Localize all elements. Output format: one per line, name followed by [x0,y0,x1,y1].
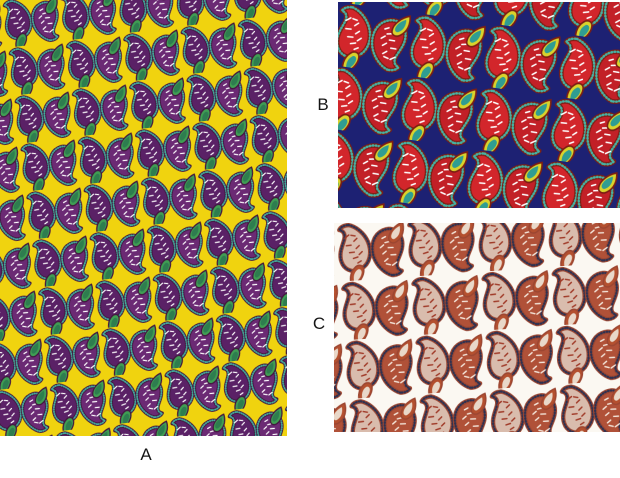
fabric-swatch-c [334,223,620,432]
fabric-swatch-a [0,0,287,436]
label-a: A [140,445,152,464]
fabric-swatch-c-pattern [334,223,620,432]
label-c: C [312,314,326,333]
fabric-swatch-b [338,2,620,208]
fabric-swatch-a-pattern [0,0,287,436]
fabric-swatch-b-pattern [338,2,620,208]
label-b: B [317,95,329,114]
